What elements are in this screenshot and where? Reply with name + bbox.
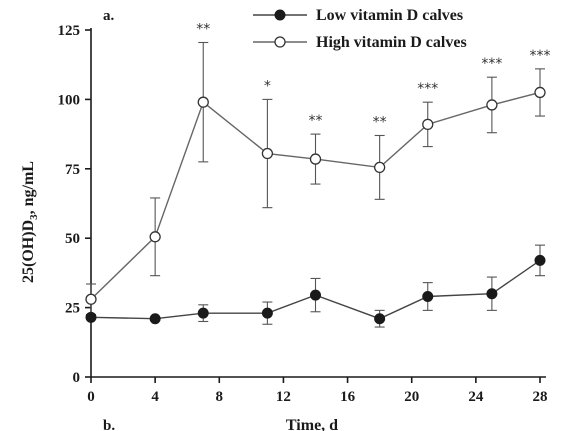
data-point-low [310,289,321,301]
x-tick-label: 0 [87,389,95,405]
significance-marker: ** [309,113,323,129]
data-point-high [261,147,274,160]
y-tick-label: 125 [58,23,81,39]
legend-item-high: High vitamin D calves [253,34,467,51]
y-axis-title-main: 25(OH)D [20,220,37,283]
data-point-low [261,307,273,319]
legend: Low vitamin D calves High vitamin D calv… [253,7,467,51]
data-point-low [422,290,434,302]
y-axis-title: 25(OH)D3, ng/mL [20,161,40,283]
y-axis-title-subscript: 3 [28,214,40,220]
data-point-low [534,254,546,266]
ticks-layer: 0 25 50 75 100 125 0 4 8 12 16 20 24 28 [58,23,548,405]
legend-label-low: Low vitamin D calves [316,7,463,24]
legend-marker-low [274,9,286,21]
data-point-low [149,313,161,325]
significance-marker: *** [481,56,502,72]
legend-item-low: Low vitamin D calves [253,7,463,24]
x-tick-label: 20 [404,389,419,405]
data-point-high [197,96,209,108]
data-point-low [85,311,97,323]
y-tick-label: 50 [65,231,80,247]
legend-marker-high [274,36,286,48]
panel-label-b: b. [103,418,115,431]
legend-label-high: High vitamin D calves [316,34,467,51]
significance-layer: ***** *********** [196,21,550,130]
significance-marker: ** [373,114,387,130]
significance-marker: * [264,78,271,94]
error-bars-layer [86,41,545,328]
data-point-low [486,288,498,300]
x-tick-label: 16 [340,389,356,405]
data-point-high [422,118,434,131]
significance-marker: *** [530,48,551,64]
data-point-high [486,99,498,111]
points-layer [85,86,546,325]
y-tick-label: 75 [65,162,80,178]
x-tick-label: 24 [468,389,484,405]
x-tick-label: 4 [151,389,159,405]
y-tick-label: 0 [73,370,81,386]
x-tick-label: 12 [276,389,291,405]
x-tick-label: 8 [216,389,224,405]
data-point-high [309,153,322,165]
significance-marker: ** [196,21,210,37]
significance-marker: *** [417,81,438,97]
data-point-low [197,307,209,319]
data-point-high [534,86,546,99]
x-axis-title: Time, d [286,417,338,431]
x-tick-label: 28 [533,389,548,405]
data-point-high [85,293,97,305]
y-axis-title-tail: , ng/mL [20,161,37,214]
y-tick-label: 100 [58,92,81,108]
panel-label-a: a. [103,8,115,24]
data-point-low [374,313,386,325]
data-point-high [373,161,386,174]
data-point-high [149,231,161,243]
y-tick-label: 25 [65,301,80,317]
